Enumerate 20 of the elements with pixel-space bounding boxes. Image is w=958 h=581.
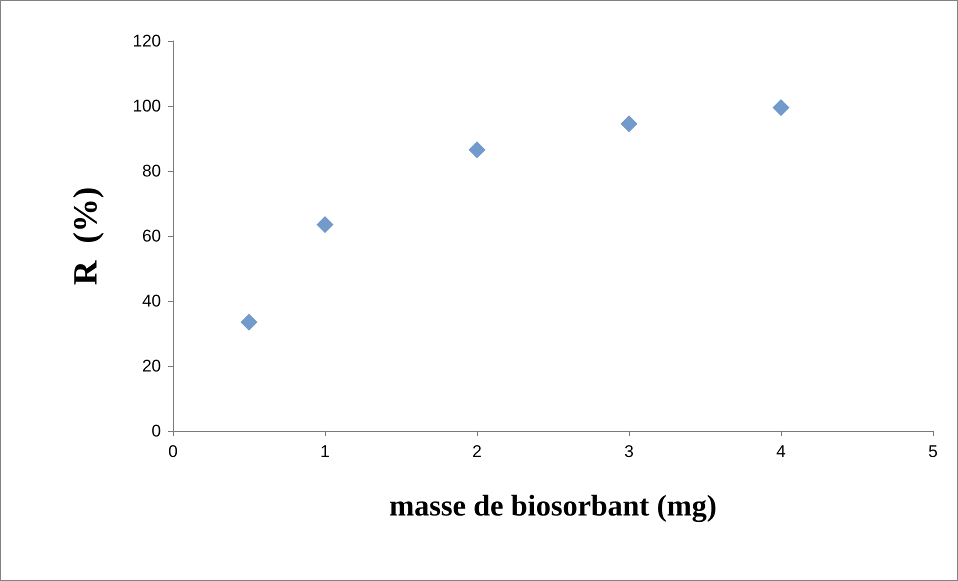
- x-tick-label: 3: [624, 442, 634, 461]
- y-tick-label: 60: [142, 226, 161, 246]
- x-axis-title: masse de biosorbant (mg): [389, 490, 717, 522]
- point: [468, 141, 486, 158]
- x-tick-label: 2: [472, 442, 482, 461]
- x-tick-label: 5: [928, 442, 938, 461]
- point: [772, 99, 790, 116]
- y-tick-label: 20: [142, 356, 161, 376]
- y-tick-label: 100: [132, 96, 161, 116]
- point: [620, 115, 638, 132]
- y-axis-title: R (%): [68, 186, 104, 286]
- y-tick-label: 80: [142, 162, 161, 180]
- x-tick-label: 4: [776, 442, 786, 461]
- y-tick-label: 40: [142, 292, 161, 310]
- point: [316, 216, 334, 234]
- x-tick-label: 1: [320, 442, 330, 461]
- x-tick-label: 0: [168, 442, 178, 461]
- point: [240, 314, 258, 331]
- y-tick-label: 0: [152, 422, 161, 440]
- y-tick-label: 120: [132, 32, 161, 50]
